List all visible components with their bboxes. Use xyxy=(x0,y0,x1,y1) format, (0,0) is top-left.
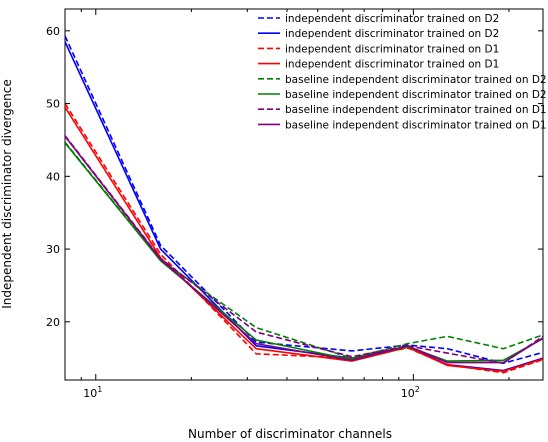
plot-area xyxy=(64,8,544,381)
y-tick-label: 40 xyxy=(46,170,60,183)
legend-label-7: baseline independent discriminator train… xyxy=(285,104,547,116)
series-layer xyxy=(65,35,543,374)
y-axis-label: Independent discriminator divergence xyxy=(0,79,14,308)
x-tick-label: 101 xyxy=(83,385,102,400)
y-tick-label: 60 xyxy=(46,25,60,38)
series-line-7 xyxy=(65,135,543,365)
legend: independent discriminator trained on D2 i… xyxy=(258,13,547,131)
legend-label-1: independent discriminator trained on D2 xyxy=(285,13,499,25)
legend-label-8: baseline independent discriminator train… xyxy=(285,119,547,131)
tick-layer: 20 30 40 50 60 101 102 xyxy=(46,9,543,400)
legend-label-3: independent discriminator trained on D1 xyxy=(285,43,499,55)
y-tick-label: 30 xyxy=(46,243,60,256)
y-tick-label: 20 xyxy=(46,316,60,329)
x-tick-label: 102 xyxy=(401,385,420,400)
legend-label-6: baseline independent discriminator train… xyxy=(285,89,547,101)
series-line-8 xyxy=(65,135,543,364)
legend-label-4: independent discriminator trained on D1 xyxy=(285,59,499,71)
y-tick-label: 50 xyxy=(46,98,60,111)
x-axis-label: Number of discriminator channels xyxy=(188,427,392,441)
legend-label-2: independent discriminator trained on D2 xyxy=(285,28,499,40)
legend-label-5: baseline independent discriminator train… xyxy=(285,74,547,86)
